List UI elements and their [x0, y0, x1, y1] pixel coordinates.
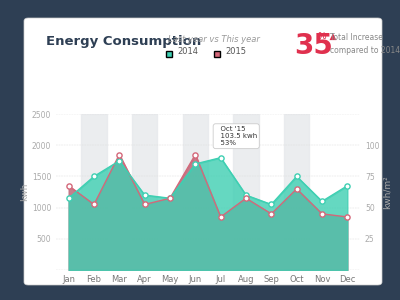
Point	[243, 196, 249, 201]
Text: 2015: 2015	[225, 46, 246, 56]
Point	[116, 158, 122, 163]
Point	[268, 212, 274, 216]
Point	[91, 174, 97, 179]
Point	[268, 202, 274, 207]
Bar	[183, 114, 208, 270]
Point	[319, 199, 325, 204]
Bar	[132, 114, 157, 270]
Point	[167, 196, 173, 201]
Text: 35: 35	[294, 32, 333, 59]
Point	[142, 202, 148, 207]
Text: Oct '15
  103.5 kwh
  53%: Oct '15 103.5 kwh 53%	[216, 126, 257, 146]
Point	[66, 196, 72, 201]
Point	[344, 214, 350, 219]
Point	[167, 196, 173, 201]
Point	[142, 193, 148, 197]
Y-axis label: kwh/m²: kwh/m²	[382, 175, 391, 209]
Text: Energy Consumption: Energy Consumption	[46, 34, 201, 47]
Point	[294, 174, 300, 179]
Point	[218, 155, 224, 160]
Point	[91, 202, 97, 207]
Point	[192, 161, 198, 166]
Point	[66, 183, 72, 188]
Point	[218, 214, 224, 219]
Bar	[284, 114, 309, 270]
Point	[344, 183, 350, 188]
Point	[192, 152, 198, 157]
Text: 2014: 2014	[177, 46, 198, 56]
Text: Last year vs This year: Last year vs This year	[168, 35, 260, 44]
Point	[116, 152, 122, 157]
Point	[243, 193, 249, 197]
Point	[294, 187, 300, 191]
Y-axis label: kwh: kwh	[20, 183, 29, 201]
Text: Total Increase
compared to 2014: Total Increase compared to 2014	[330, 33, 400, 55]
Bar	[233, 114, 259, 270]
Point	[319, 212, 325, 216]
Text: % ▲: % ▲	[318, 32, 336, 41]
Bar	[81, 114, 107, 270]
